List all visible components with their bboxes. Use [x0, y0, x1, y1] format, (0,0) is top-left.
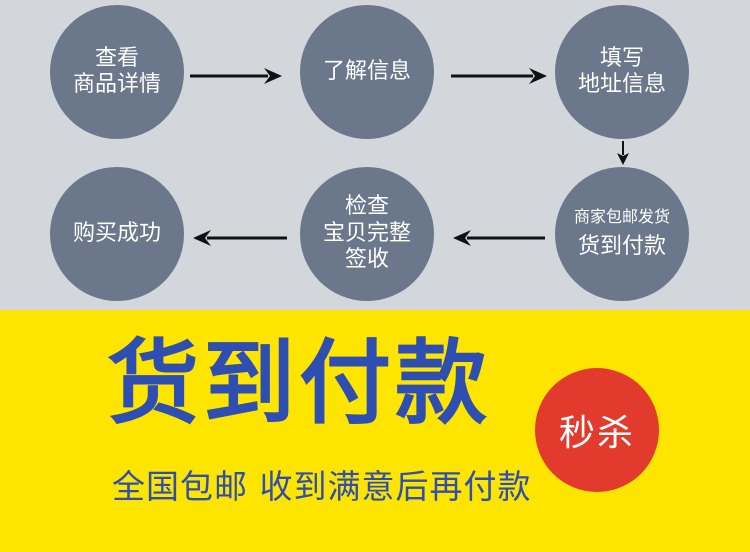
- step-learn-info: 了解信息: [300, 5, 434, 139]
- step-label: 货到付款: [577, 234, 666, 260]
- flash-sale-badge: 秒杀: [535, 368, 659, 492]
- arrow-right-icon: [451, 68, 547, 84]
- process-flow: 查看 商品详情 了解信息 填写 地址信息 商家包邮发货 货到付款: [50, 5, 689, 301]
- arrow-right-icon: [190, 68, 282, 84]
- step-label: 商品详情: [72, 72, 161, 97]
- step-view-product-details: 查看 商品详情: [50, 5, 184, 139]
- arrow-left-icon: [193, 230, 287, 246]
- arrow-down-icon: [617, 141, 629, 165]
- step-label: 商家包邮发货: [573, 207, 670, 227]
- step-label: 签收: [344, 247, 389, 273]
- step-purchase-success: 购买成功: [50, 167, 184, 301]
- step-label: 检查: [344, 194, 389, 220]
- step-label: 宝贝完整: [322, 220, 411, 246]
- step-label: 地址信息: [577, 72, 666, 97]
- step-label: 查看: [94, 45, 139, 71]
- step-label: 填写: [599, 45, 644, 71]
- step-free-shipping-cod: 商家包邮发货 货到付款: [555, 167, 689, 301]
- step-check-and-sign: 检查 宝贝完整 签收: [300, 167, 434, 301]
- promo-band: 货到付款 秒杀 全国包邮 收到满意后再付款: [0, 310, 750, 552]
- promo-subline: 全国包邮 收到满意后再付款: [112, 467, 532, 506]
- step-label: 了解信息: [322, 58, 411, 84]
- step-label: 购买成功: [72, 220, 161, 246]
- step-fill-address: 填写 地址信息: [555, 5, 689, 139]
- arrow-left-icon: [453, 230, 545, 246]
- promo-headline: 货到付款: [107, 330, 492, 437]
